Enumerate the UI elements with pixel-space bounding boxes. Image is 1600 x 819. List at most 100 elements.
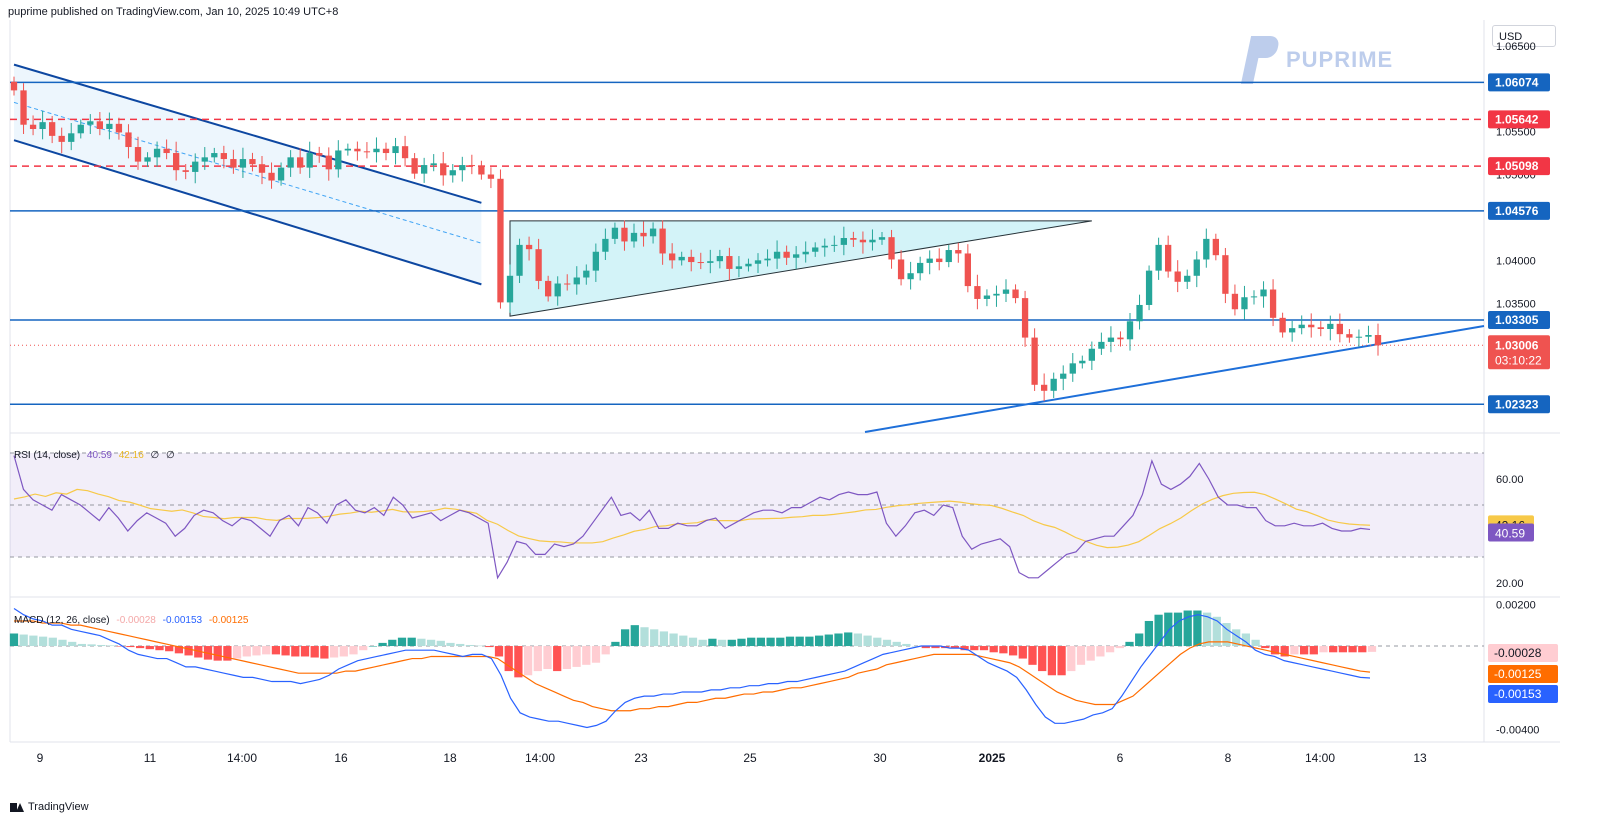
price-axis-tick-label: 1.06500 xyxy=(1496,41,1536,53)
candle-body xyxy=(1145,270,1153,305)
macd-histogram-bar xyxy=(184,646,193,656)
macd-histogram-bar xyxy=(252,646,261,656)
macd-histogram-bar xyxy=(494,646,504,657)
candle-body xyxy=(564,283,571,285)
macd-histogram-bar xyxy=(1154,614,1163,647)
candle-body xyxy=(440,163,447,176)
macd-histogram-bar xyxy=(756,637,766,647)
candle-body xyxy=(258,164,266,173)
channel-mid-line xyxy=(13,101,482,244)
macd-histogram-bar xyxy=(582,646,591,665)
candle-body xyxy=(115,123,123,133)
candle-body xyxy=(649,228,657,237)
macd-histogram-bar xyxy=(300,646,310,657)
macd-histogram-bar xyxy=(165,646,174,652)
macd-value-tag xyxy=(1488,644,1558,663)
rising-trendline xyxy=(864,325,1485,433)
macd-histogram-bar xyxy=(572,646,581,667)
macd-histogram-bar xyxy=(1261,646,1270,649)
candle-body xyxy=(983,295,991,299)
descending-channel-fill xyxy=(14,64,482,285)
last-price-tag-label: 1.03006 xyxy=(1495,338,1539,352)
macd-histogram-bar xyxy=(68,641,77,647)
candle-body xyxy=(1374,335,1382,346)
macd-histogram-bar xyxy=(921,646,930,649)
macd-histogram-bar xyxy=(543,646,552,669)
candle-body xyxy=(268,172,275,181)
time-axis-tick-label: 6 xyxy=(1117,751,1124,765)
macd-histogram-bar xyxy=(397,637,407,647)
candle-body xyxy=(1365,335,1372,337)
candle-body xyxy=(297,157,304,168)
time-axis-tick-label: 16 xyxy=(334,751,348,765)
candle-body xyxy=(220,153,227,160)
macd-histogram-bar xyxy=(1164,612,1173,647)
candle-body xyxy=(1012,289,1019,299)
time-axis-tick-label: 14:00 xyxy=(1305,751,1335,765)
macd-signal-legend-value: -0.00125 xyxy=(208,615,249,626)
candle-body xyxy=(1241,297,1248,310)
candle-body xyxy=(58,135,65,142)
macd-histogram-bar xyxy=(465,644,475,647)
candle-body xyxy=(1031,337,1038,385)
macd-histogram-bar xyxy=(29,635,38,647)
macd-value-tag-label: -0.00028 xyxy=(1494,646,1542,660)
time-axis-tick-label: 8 xyxy=(1225,751,1232,765)
macd-histogram-bar xyxy=(1290,646,1299,655)
macd-histogram-bar xyxy=(504,646,513,672)
macd-legend: MACD (12, 26, close) -0.00028 -0.00153 -… xyxy=(14,615,248,626)
candle-body xyxy=(287,157,294,168)
footer-brand[interactable]: TradingView xyxy=(10,801,89,813)
candle-body xyxy=(602,238,609,252)
candle-body xyxy=(325,155,332,170)
macd-histogram-bar xyxy=(378,642,387,647)
time-axis-tick-label: 23 xyxy=(634,751,648,765)
macd-histogram-bar xyxy=(708,638,717,647)
candle-body xyxy=(49,122,56,136)
candle-body xyxy=(211,153,218,158)
candle-body xyxy=(401,146,409,159)
candle-body xyxy=(1060,373,1067,379)
candle-body xyxy=(68,133,75,142)
candle-body xyxy=(316,153,323,156)
macd-histogram-bar xyxy=(853,633,863,647)
candle-body xyxy=(1327,323,1334,329)
macd-histogram-bar xyxy=(417,638,426,647)
macd-histogram-bar xyxy=(776,637,785,647)
candle-body xyxy=(430,163,437,166)
candle-body xyxy=(621,227,628,242)
candle-body xyxy=(1069,363,1076,374)
rsi-axis-tick-label: 60.00 xyxy=(1496,474,1524,486)
candle-body xyxy=(735,266,743,269)
macd-histogram-bar xyxy=(242,646,251,657)
macd-histogram-bar xyxy=(553,646,562,672)
candle-body xyxy=(163,148,170,154)
candle-body xyxy=(611,227,619,239)
macd-histogram-bar xyxy=(892,641,901,647)
macd-histogram-bar xyxy=(1135,633,1144,647)
candle-body xyxy=(955,250,962,254)
candle-body xyxy=(793,254,800,258)
candle-body xyxy=(1041,384,1048,391)
candle-body xyxy=(1260,289,1267,297)
macd-histogram-bar xyxy=(58,639,67,647)
candle-body xyxy=(249,159,256,165)
macd-histogram-bar xyxy=(737,638,746,647)
macd-histogram-bar xyxy=(116,646,125,647)
macd-histogram-bar xyxy=(1319,646,1328,653)
macd-histogram-bar xyxy=(902,643,911,647)
macd-histogram-bar xyxy=(1038,646,1047,672)
macd-histogram-bar xyxy=(669,633,678,647)
candle-body xyxy=(917,262,924,274)
candle-body xyxy=(1184,275,1191,282)
candle-body xyxy=(354,148,361,152)
macd-histogram-bar xyxy=(436,640,445,647)
candle-body xyxy=(821,245,828,248)
macd-histogram-bar xyxy=(407,637,416,647)
brand-watermark: PUPRIME xyxy=(1240,36,1393,84)
macd-histogram-bar xyxy=(291,646,300,657)
price-level-tag xyxy=(1488,395,1550,414)
macd-histogram-bar xyxy=(368,646,378,647)
currency-selector[interactable]: USD xyxy=(1492,25,1556,47)
